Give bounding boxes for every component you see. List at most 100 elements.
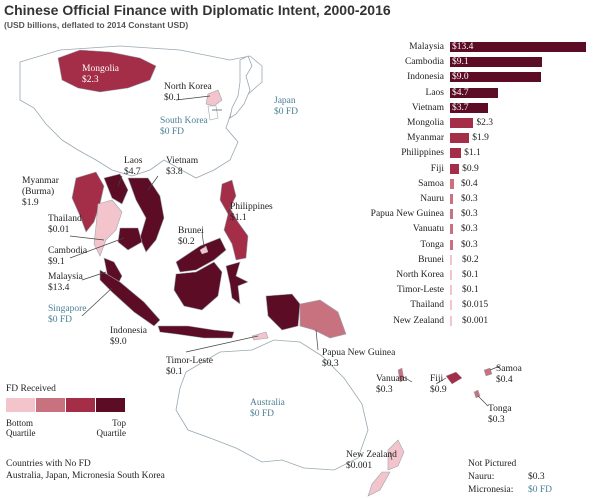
bar [450,209,454,220]
map-label-value: $0.3 [322,359,339,369]
papua-new-guinea-shape [299,299,347,339]
bar [450,270,452,280]
north-korea-shape [205,89,223,107]
bar-value-label: $0.3 [461,209,478,220]
bar-category-label: Papua New Guinea [370,209,444,220]
map-label-laos: Laos $4.7 [124,156,142,178]
australia-shape [175,339,369,471]
bar-value-label: $0.3 [461,224,478,235]
map-label-value: $0.9 [430,385,447,395]
bar-value-label: $2.3 [476,118,493,128]
bar-category-label: Thailand [410,300,444,311]
legend-low-label: Bottom Quartile [6,418,36,438]
new-zealand-south-shape [367,471,391,497]
map-label-name: Singapore [48,304,87,314]
not-pictured-name: Nauru: [468,472,495,482]
bar [450,102,488,113]
bar-row: Fiji $0.9 [0,163,600,175]
bar [450,178,455,189]
bar-category-label: Nauru [420,194,444,204]
map-label-name: South Korea [160,116,208,126]
map-label-value: $0.1 [166,367,183,377]
map-label-north-korea: North Korea $0.1 [164,82,212,104]
bar [450,87,498,98]
bar-value-label: $0.1 [462,285,479,296]
bar [450,163,460,174]
bar-value-label: $0.2 [462,254,479,265]
map-label-name: Samoa [496,364,522,374]
fiji-shape [445,371,463,385]
bar [450,57,543,68]
bar-row: Cambodia $9.1 [0,57,600,68]
bar-row: Laos $4.7 [0,87,600,99]
bar-category-label: Samoa [418,178,444,189]
map-label-value: $1.1 [230,213,247,223]
map-label-philippines: Philippines $1.1 [230,202,273,224]
japan-shape [229,55,253,119]
bar-value-label: $0.3 [461,194,478,204]
map-label-malaysia: Malaysia $13.4 [48,272,83,294]
map-label-value: $0.001 [346,461,373,471]
not-pictured-title: Not Pictured [468,459,517,469]
bar-category-label: Tonga [420,239,444,250]
samoa-shape [483,367,493,377]
map-label-name: Timor-Leste [166,356,213,366]
bar-category-label: Vanuatu [412,224,444,235]
map-label-value: $2.3 [82,75,99,85]
legend-swatch-q3 [66,398,95,412]
map-label-fiji: Fiji $0.9 [430,374,447,396]
bar-row: New Zealand $0.001 [0,315,600,327]
map-label-value: $9.0 [110,337,127,347]
bar-row: Myanmar $1.9 [0,133,600,144]
legend-title: FD Received [6,384,56,394]
map-label-brunei: Brunei $0.2 [178,226,204,248]
map-label-samoa: Samoa $0.4 [496,364,522,386]
bar-category-label: Myanmar [407,133,444,144]
bar-value-label: $0.001 [462,315,489,326]
map-label-name: Vietnam [166,156,199,166]
map-label-cambodia: Cambodia $9.1 [48,246,87,268]
not-pictured-row: Micronesia: $0 FD [468,485,552,495]
papua-indonesia-shape [265,293,301,331]
map-label-value: $9.1 [48,257,65,267]
map-label-myanmar: Myanmar (Burma) $1.9 [22,176,66,209]
map-label-thailand: Thailand $0.01 [48,214,82,236]
leader-lines [69,95,501,461]
map-label-vietnam: Vietnam $3.8 [166,156,198,178]
map-label-name: Philippines [230,202,273,212]
map-label-australia: Australia $0 FD [250,398,285,420]
map-label-name: Mongolia [82,64,119,74]
map-label-name: Papua New Guinea [322,348,396,358]
bar-row: Timor-Leste $0.1 [0,285,600,296]
bar [450,72,542,83]
map-label-name: New Zealand [346,450,397,460]
not-pictured-value: $0 FD [528,485,553,495]
bar-category-label: Cambodia [404,57,444,68]
bar-row: Samoa $0.4 [0,178,600,190]
bar [450,254,453,265]
bar-row: Vietnam $3.7 [0,102,600,114]
bar-row: Philippines $1.1 [0,148,600,159]
bar-value-label: $9.0 [452,72,469,83]
map-label-value: $0.1 [164,93,181,103]
map-label-name: Australia [250,398,285,408]
bar-row: Malaysia $13.4 [0,42,600,53]
bar-row: Vanuatu $0.3 [0,224,600,235]
bar-row: Nauru $0.3 [0,194,600,205]
map-label-papua-new-guinea: Papua New Guinea $0.3 [322,348,442,370]
chart-title: Chinese Official Finance with Diplomatic… [4,2,391,18]
legend-high-label: Top Quartile [96,418,127,438]
bar-category-label: Indonesia [407,72,444,83]
bar-category-label: North Korea [396,270,444,280]
map-label-new-zealand: New Zealand $0.001 [346,450,397,472]
bar-value-label: $13.4 [452,42,474,52]
map-label-name: Laos [124,156,143,166]
bar-value-label: $0.9 [462,163,479,174]
map-label-value: $0.2 [178,237,195,247]
sulawesi-shape [225,261,249,305]
bar-value-label: $3.7 [452,102,469,113]
bar [450,148,462,159]
not-pictured-row: Nauru: $0.3 [468,472,545,482]
bar [450,224,454,235]
